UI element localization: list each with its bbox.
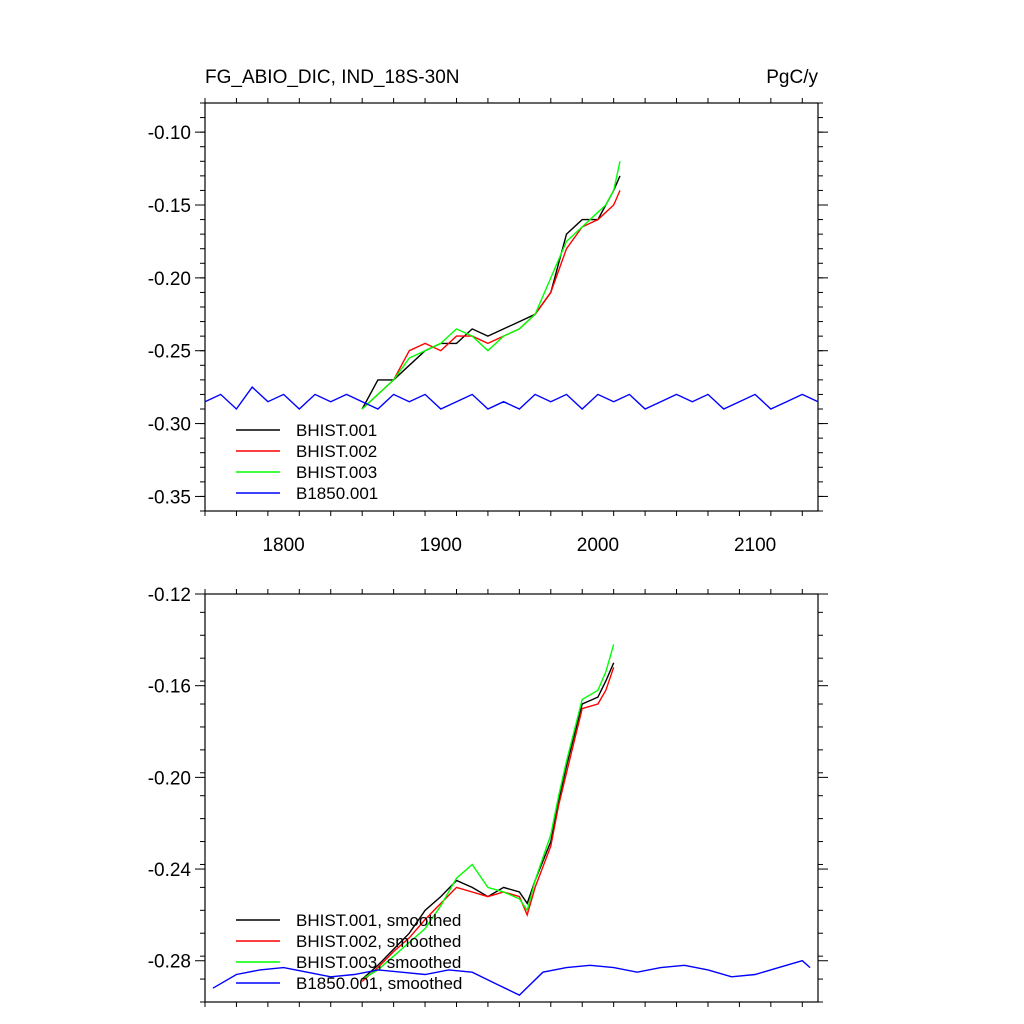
x-tick-label: 1800 xyxy=(262,535,304,556)
x-tick-label: 2100 xyxy=(734,535,776,556)
y-tick-label: -0.30 xyxy=(148,415,191,436)
chart-units: PgC/y xyxy=(766,67,818,88)
series-line xyxy=(361,161,621,410)
legend: BHIST.001 BHIST.002 BHIST.003 B1850.001 xyxy=(236,421,378,503)
legend-label: BHIST.003, smoothed xyxy=(296,953,461,972)
plot-frame xyxy=(204,593,819,1003)
x-tick-label: 1900 xyxy=(420,535,462,556)
y-tick-label: -0.20 xyxy=(148,768,191,789)
y-tick-label: -0.12 xyxy=(148,585,191,606)
legend-label: BHIST.003 xyxy=(296,463,377,482)
y-tick-label: -0.24 xyxy=(148,860,192,881)
series-line xyxy=(361,662,615,980)
legend-label: BHIST.001, smoothed xyxy=(296,911,461,930)
legend: BHIST.001, smoothed BHIST.002, smoothed BH… xyxy=(236,911,462,993)
series-line xyxy=(204,386,819,411)
y-tick-label: -0.35 xyxy=(148,487,191,508)
y-tick-label: -0.15 xyxy=(148,196,191,217)
legend-label: BHIST.001 xyxy=(296,421,377,440)
legend-label: B1850.001 xyxy=(296,484,378,503)
series-line xyxy=(361,644,615,980)
legend-label: BHIST.002, smoothed xyxy=(296,932,461,951)
legend-label: BHIST.002 xyxy=(296,442,377,461)
y-tick-label: -0.25 xyxy=(148,342,191,363)
y-tick-label: -0.20 xyxy=(148,269,191,290)
y-tick-label: -0.10 xyxy=(148,123,191,144)
top-panel: 1800 1900 2000 2100 -0.35 -0.30 -0.25 -0.20 -0.1… xyxy=(148,98,828,556)
series-line xyxy=(361,667,615,982)
y-tick-label: -0.16 xyxy=(148,677,191,698)
chart-title: FG_ABIO_DIC, IND_18S-30N xyxy=(205,67,459,88)
x-tick-label: 2000 xyxy=(577,535,619,556)
series-line xyxy=(212,959,811,996)
series-line xyxy=(361,190,621,410)
y-tick-label: -0.28 xyxy=(148,952,191,973)
legend-label: B1850.001, smoothed xyxy=(296,974,462,993)
bottom-panel: -0.28 -0.24 -0.20 -0.16 -0.12 BHIST.001, smoo… xyxy=(148,585,828,1007)
series-line xyxy=(361,175,621,410)
